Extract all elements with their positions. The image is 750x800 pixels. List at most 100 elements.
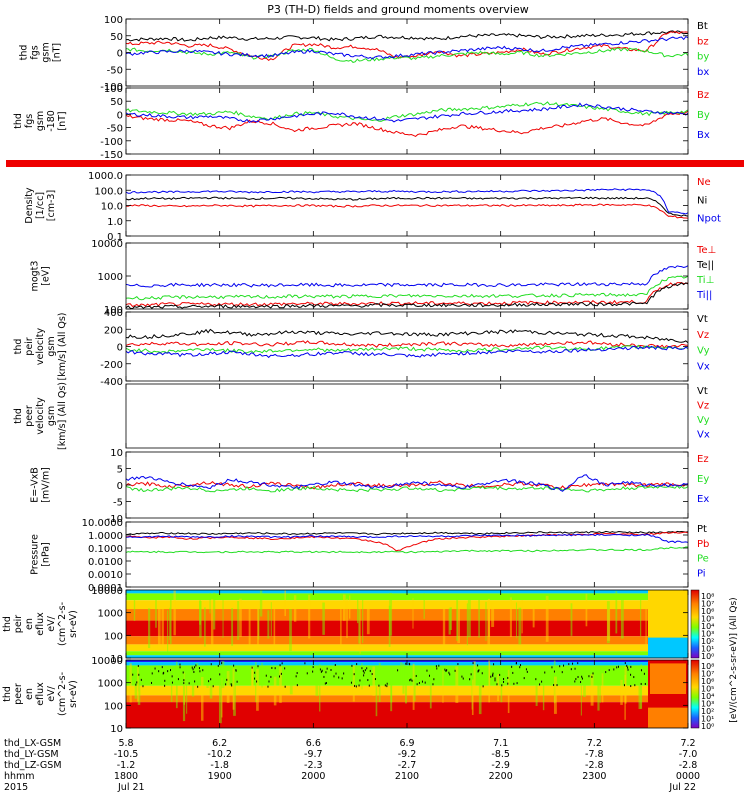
spectrogram-streak <box>545 595 549 642</box>
xaxis-value: 2300 <box>582 771 606 782</box>
ytick-label: 50 <box>110 97 123 108</box>
spectrogram-streak <box>412 663 415 710</box>
spectrogram-band <box>126 655 648 658</box>
spectrogram-speck <box>167 670 169 673</box>
spectrogram-streak <box>170 679 173 702</box>
spectrogram-streak <box>137 678 141 705</box>
ytick-label: 10 <box>110 448 123 459</box>
spectrogram-streak <box>366 602 370 635</box>
xaxis-value: -2.7 <box>398 760 417 771</box>
panel-frame <box>125 311 689 382</box>
spectrogram-streak <box>457 602 460 644</box>
legend-Vz: Vz <box>697 330 709 341</box>
spectrogram-streak <box>204 607 206 647</box>
spectrogram-speck <box>233 664 235 667</box>
xaxis-value: Jul 22 <box>668 782 696 793</box>
ylabel-line: en <box>24 688 35 700</box>
legend-Ez: Ez <box>697 454 709 465</box>
spectrogram-speck <box>199 670 201 673</box>
spectrogram-band <box>126 702 648 728</box>
xaxis-value: -9.2 <box>398 749 417 760</box>
spectrogram-speck <box>170 669 172 672</box>
xaxis-value: 5.8 <box>118 738 133 749</box>
spectrogram-speck <box>541 680 543 683</box>
spectrogram-speck <box>335 672 337 675</box>
legend-Vx: Vx <box>697 361 710 372</box>
spectrogram-streak <box>289 609 292 651</box>
spectrogram-streak <box>169 607 171 641</box>
spectrogram-speck <box>551 666 553 669</box>
spectrogram-streak <box>640 664 643 709</box>
spectrogram-speck <box>640 682 642 685</box>
spectrogram-speck <box>219 673 221 676</box>
spectrogram-speck <box>202 669 204 672</box>
spectrogram-speck <box>136 681 138 684</box>
ytick-label: 100.0 <box>94 186 123 197</box>
colorbar <box>690 659 700 729</box>
spectrogram-streak <box>485 601 487 641</box>
spectrogram-band <box>650 593 686 624</box>
spectrogram-speck <box>338 676 340 679</box>
panel-peir_spectrogram: thdpeirenefluxeV/(cm^2-s-sr-eV)100001000… <box>2 586 689 665</box>
spectrogram-speck <box>409 679 411 682</box>
spectrogram-band <box>126 644 648 652</box>
ytick-label: -50 <box>107 124 123 135</box>
spectrogram-speck <box>161 666 163 669</box>
spectrogram-speck <box>494 677 496 680</box>
spectrogram-band <box>650 663 686 694</box>
panel-pressure: Pressure[nPa] 10.0000 1.0000 0.1000 0.0100 0.… <box>30 518 710 594</box>
spectrogram-streak <box>340 601 342 647</box>
spectrogram-speck <box>448 671 450 674</box>
legend-Vt: Vt <box>697 386 708 397</box>
legend-Ey: Ey <box>697 474 709 485</box>
spectrogram-streak <box>308 594 311 639</box>
spectrogram-streak <box>199 596 201 625</box>
spectrogram-speck <box>296 672 298 675</box>
spectrogram-band <box>126 609 648 621</box>
ylabel-line: fgs <box>24 114 35 128</box>
xaxis-value: 0000 <box>676 771 700 782</box>
spectrogram-streak <box>471 679 474 715</box>
ytick-label: 0 <box>117 110 123 121</box>
spectrogram-speck <box>132 673 134 676</box>
spectrogram-speck <box>563 664 565 667</box>
spectrogram-speck <box>481 672 483 675</box>
spectrogram-speck <box>363 671 365 674</box>
legend-by: by <box>697 52 709 63</box>
spectrogram-speck <box>501 684 503 687</box>
spectrogram-speck <box>254 677 256 680</box>
spectrogram-streak <box>349 595 351 619</box>
spectrogram-band <box>126 660 648 663</box>
spectrogram-streak <box>448 608 451 635</box>
spectrogram-streak <box>279 666 282 703</box>
spectrogram-speck <box>362 670 364 673</box>
ytick-label: 10.0000 <box>82 518 123 529</box>
spectrogram-speck <box>444 668 446 671</box>
spectrogram-streak <box>423 593 425 619</box>
ylabel-line: gsm <box>46 336 57 356</box>
spectrogram-speck <box>634 684 636 687</box>
spectrogram-streak <box>532 603 535 628</box>
spectrogram-speck <box>183 679 185 682</box>
ylabel-line: E=-VxB <box>30 467 41 502</box>
ylabel-line: eV/ <box>46 685 57 701</box>
spectrogram-speck <box>627 666 629 669</box>
spectrogram-streak <box>620 596 624 639</box>
spectrogram-speck <box>494 679 496 682</box>
series-Vt <box>126 328 688 344</box>
spectrogram-speck <box>162 672 164 675</box>
spectrogram-streak <box>478 593 480 638</box>
xaxis-value: -8.5 <box>491 749 510 760</box>
colorbar-tick: 10² <box>701 637 714 646</box>
spectrogram-streak <box>509 597 512 637</box>
spectrogram-speck <box>503 680 505 683</box>
spectrogram-speck <box>408 662 410 665</box>
spectrogram-streak <box>521 599 523 634</box>
spectrogram-band <box>126 590 648 594</box>
spectrogram-speck <box>193 671 195 674</box>
spectrogram-speck <box>355 685 357 688</box>
spectrogram-speck <box>535 678 537 681</box>
spectrogram-streak <box>221 661 225 689</box>
spectrogram-speck <box>477 670 479 673</box>
ytick-label: 10 <box>110 654 123 665</box>
